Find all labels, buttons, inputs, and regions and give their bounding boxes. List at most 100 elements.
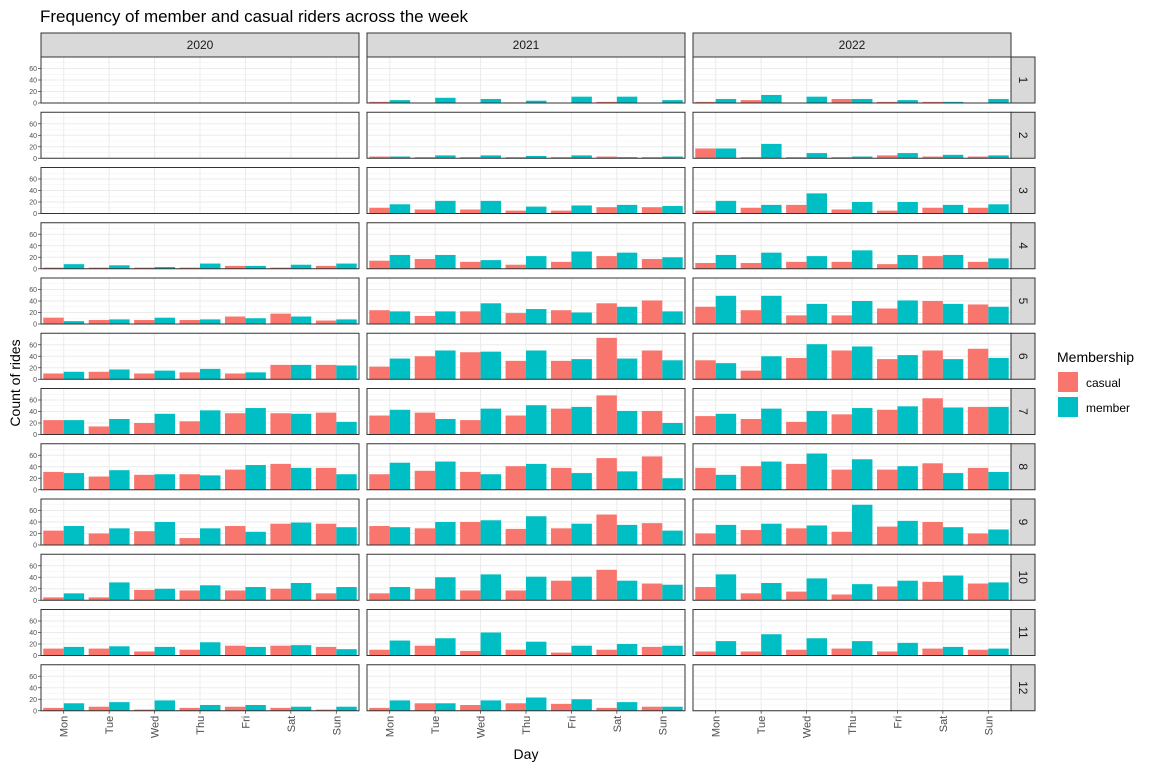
bar-member-2020-4-Sat <box>290 264 312 269</box>
panel-border <box>366 277 686 325</box>
panel-2022-6 <box>692 332 1012 380</box>
bar-casual-2022-7-Sat <box>922 398 943 435</box>
y-tick-labels: 0 20 40 60 0 20 40 60 0 20 40 60 0 20 40 60 0 20 40 60 0 20 40… <box>29 66 41 715</box>
bar-member-2020-7-Sat <box>290 413 312 435</box>
bar-casual-2021-9-Mon <box>369 526 390 545</box>
bar-casual-2020-12-Mon <box>43 707 64 711</box>
bar-casual-2020-10-Sun <box>315 593 337 601</box>
bar-member-2020-7-Wed <box>154 413 176 435</box>
bar-member-2022-10-Mon <box>715 574 737 601</box>
bar-member-2020-4-Wed <box>154 267 176 269</box>
y-tick-label: 40 <box>29 133 37 140</box>
bar-casual-2020-9-Sat <box>270 523 291 545</box>
bar-member-2021-1-Fri <box>571 96 592 103</box>
bar-casual-2022-7-Wed <box>786 421 807 435</box>
bar-casual-2022-3-Sat <box>922 207 943 214</box>
bar-casual-2021-10-Wed <box>460 590 481 601</box>
bar-member-2021-5-Fri <box>571 312 592 324</box>
bar-member-2021-2-Tue <box>435 155 456 159</box>
bar-casual-2021-2-Fri <box>550 157 572 159</box>
bar-member-2021-1-Mon <box>389 100 411 103</box>
bar-member-2020-8-Sun <box>336 474 357 490</box>
y-tick-label: 60 <box>29 508 37 515</box>
legend-label-casual: casual <box>1086 376 1121 390</box>
bar-casual-2020-8-Mon <box>43 471 64 490</box>
bar-casual-2022-2-Mon <box>695 148 716 159</box>
bar-casual-2021-8-Fri <box>550 467 572 490</box>
bar-casual-2020-6-Sun <box>315 364 337 380</box>
bar-member-2022-3-Tue <box>761 204 782 214</box>
bar-casual-2020-6-Thu <box>179 372 200 380</box>
bar-member-2021-4-Sat <box>616 252 638 269</box>
y-tick-label: 0 <box>33 543 37 550</box>
facet-strip-month-2 <box>1010 111 1036 159</box>
bar-casual-2020-11-Tue <box>88 648 110 656</box>
bar-casual-2022-5-Sun <box>967 304 989 324</box>
bar-member-2022-6-Mon <box>715 363 737 380</box>
bar-casual-2021-10-Sat <box>596 569 617 601</box>
bar-member-2022-3-Wed <box>806 193 828 214</box>
bar-casual-2021-1-Mon <box>369 101 390 103</box>
bar-casual-2021-10-Thu <box>505 590 526 601</box>
bar-member-2020-5-Sat <box>290 316 312 324</box>
bar-member-2021-3-Sat <box>616 204 638 214</box>
bar-casual-2020-7-Wed <box>134 423 155 435</box>
panel-2022-7 <box>692 388 1012 435</box>
bar-casual-2022-6-Mon <box>695 360 716 380</box>
bar-casual-2022-9-Sun <box>967 533 989 545</box>
panel-2020-12 <box>40 664 360 712</box>
bar-member-2022-9-Wed <box>806 525 828 545</box>
x-axis-label: Day <box>514 746 539 762</box>
bar-casual-2021-2-Tue <box>414 157 436 159</box>
bar-member-2022-3-Sat <box>942 204 964 214</box>
bar-member-2020-6-Fri <box>245 372 266 380</box>
panel-border <box>366 222 686 270</box>
bar-casual-2021-5-Thu <box>505 313 526 324</box>
y-tick-label: 40 <box>29 630 37 637</box>
bar-casual-2022-9-Mon <box>695 533 716 545</box>
bar-member-2021-3-Fri <box>571 205 592 214</box>
bar-member-2021-7-Sat <box>616 410 638 435</box>
bar-member-2022-9-Tue <box>761 523 782 545</box>
bar-member-2021-6-Sat <box>616 358 638 380</box>
bar-member-2022-11-Sun <box>988 648 1009 656</box>
bar-casual-2020-11-Sat <box>270 645 291 656</box>
bar-member-2022-11-Wed <box>806 638 828 656</box>
y-tick-label: 40 <box>29 78 37 85</box>
bar-casual-2021-7-Thu <box>505 415 526 435</box>
bar-member-2021-5-Sat <box>616 306 638 324</box>
facet-strip-month-6 <box>1010 332 1036 380</box>
y-tick-label: 20 <box>29 697 37 704</box>
bar-member-2022-11-Fri <box>897 642 918 656</box>
bar-casual-2020-4-Thu <box>179 267 200 269</box>
x-tick-label-Mon: Mon <box>385 716 397 737</box>
bar-casual-2020-12-Fri <box>224 706 246 711</box>
bar-casual-2022-8-Thu <box>831 469 852 490</box>
bar-casual-2021-8-Sat <box>596 458 617 490</box>
bar-member-2021-10-Wed <box>480 574 502 601</box>
bar-member-2020-7-Mon <box>63 420 85 435</box>
panel-2022-9 <box>692 498 1012 546</box>
bar-casual-2021-12-Tue <box>414 703 436 711</box>
bar-casual-2022-7-Tue <box>740 418 762 435</box>
x-tick-label-Sun: Sun <box>657 716 669 736</box>
bar-member-2020-11-Thu <box>200 642 221 656</box>
bar-member-2021-4-Tue <box>435 254 456 269</box>
bar-casual-2022-4-Tue <box>740 263 762 269</box>
bar-casual-2021-11-Fri <box>550 652 572 656</box>
facet-strip-month-9 <box>1010 498 1036 546</box>
bar-casual-2020-4-Sun <box>315 265 337 269</box>
bar-member-2020-8-Fri <box>245 465 266 490</box>
chart-title: Frequency of member and casual riders ac… <box>40 7 469 26</box>
facet-strip-month-11 <box>1010 609 1036 656</box>
bar-member-2020-12-Tue <box>109 702 130 711</box>
bar-casual-2021-4-Tue <box>414 258 436 269</box>
bar-casual-2021-6-Fri <box>550 360 572 380</box>
y-tick-label: 0 <box>33 432 37 439</box>
y-axis-label: Count of rides <box>7 339 23 426</box>
bar-member-2021-10-Fri <box>571 576 592 601</box>
bar-member-2021-7-Mon <box>389 409 411 435</box>
y-tick-label: 40 <box>29 520 37 527</box>
legend: Membership casual member <box>1057 349 1134 417</box>
bar-member-2020-9-Fri <box>245 531 266 545</box>
